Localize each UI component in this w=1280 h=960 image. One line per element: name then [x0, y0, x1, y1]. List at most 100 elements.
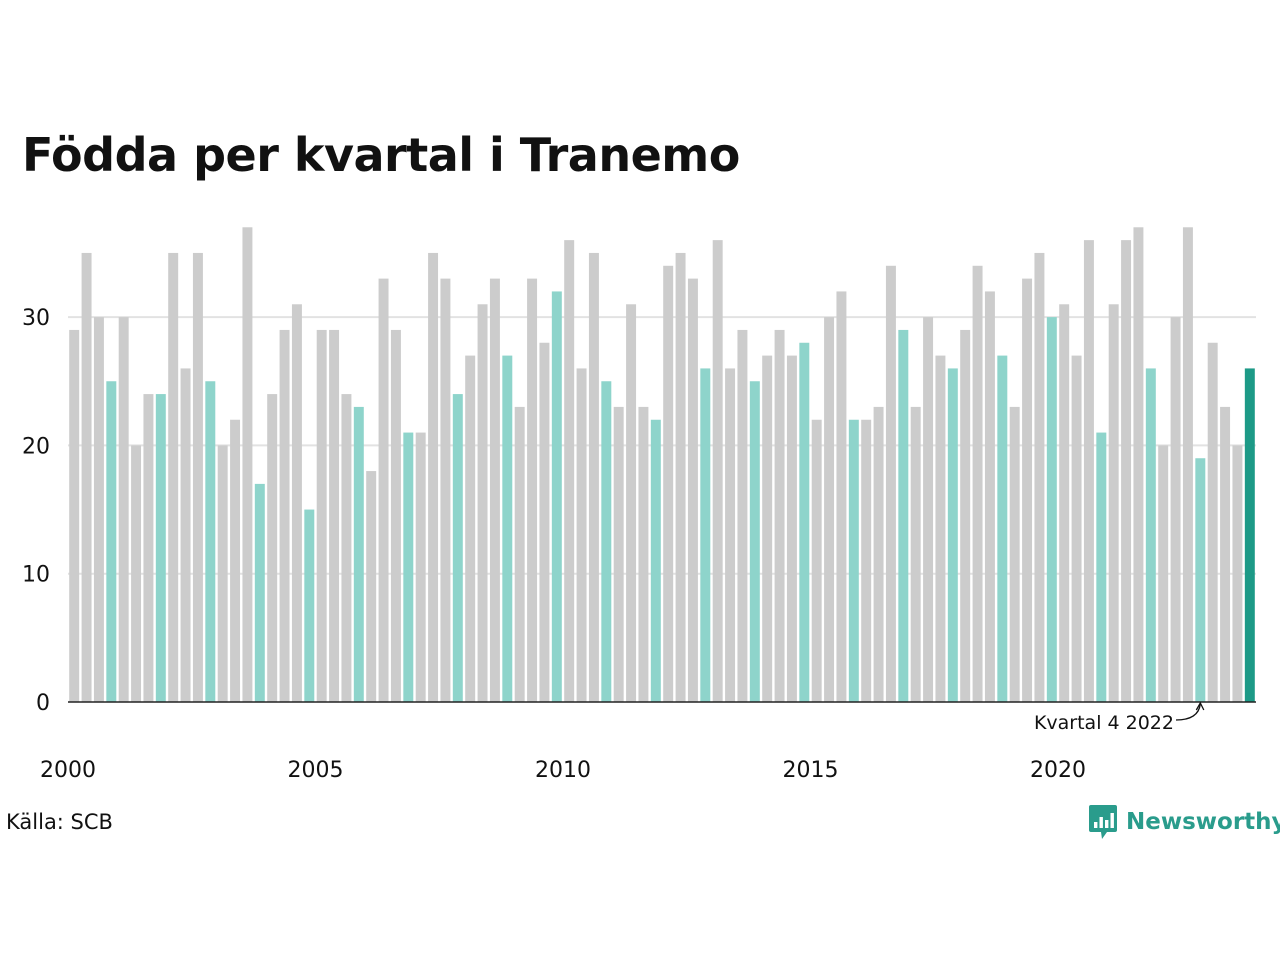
bar: [885, 265, 896, 702]
bar: [1108, 304, 1119, 702]
bar: [539, 342, 550, 702]
bar: [613, 406, 624, 702]
y-tick-label: 0: [36, 691, 50, 716]
bar: [366, 471, 377, 702]
bar: [428, 252, 439, 702]
bar: [1133, 227, 1144, 703]
source-note: Källa: SCB: [6, 810, 113, 834]
bar: [217, 445, 228, 702]
bar: [1071, 355, 1082, 702]
bar: [168, 252, 179, 702]
bar: [489, 278, 500, 702]
bar: [341, 394, 352, 702]
x-tick-label: 2010: [535, 758, 591, 783]
bar: [1009, 406, 1020, 702]
bar: [700, 368, 711, 702]
bars: [69, 227, 1255, 703]
annotation: Kvartal 4 2022: [1034, 701, 1205, 734]
bar: [205, 381, 216, 702]
grid-lines: [68, 316, 1256, 575]
bar: [588, 252, 599, 702]
bar: [1170, 317, 1181, 702]
bar: [527, 278, 538, 702]
bar: [638, 406, 649, 702]
bar: [848, 419, 859, 702]
bar: [514, 406, 525, 702]
bar: [316, 329, 327, 702]
bar: [502, 355, 513, 702]
y-tick-label: 10: [22, 563, 50, 588]
bar: [1207, 342, 1218, 702]
x-tick-label: 2000: [40, 758, 96, 783]
bar: [824, 317, 835, 702]
bar: [836, 291, 847, 702]
bar: [1059, 304, 1070, 702]
bar: [279, 329, 290, 702]
bar: [267, 394, 278, 702]
bar: [774, 329, 785, 702]
bar: [687, 278, 698, 702]
bar: [1034, 252, 1045, 702]
bar: [291, 304, 302, 702]
bar: [81, 252, 92, 702]
bar: [984, 291, 995, 702]
bar: [254, 483, 265, 702]
bar: [1232, 445, 1243, 702]
bar: [861, 419, 872, 702]
x-tick-label: 2020: [1030, 758, 1086, 783]
bar: [155, 394, 166, 702]
bar: [1195, 458, 1206, 702]
annotation-arrowhead: [1195, 701, 1205, 711]
bar: [1083, 240, 1094, 702]
annotation-arrow: [1175, 703, 1201, 721]
newsworthy-logo-icon: [1089, 805, 1117, 839]
brand-logo: Newsworthy: [1088, 803, 1280, 841]
bar: [378, 278, 389, 702]
bar: [1096, 432, 1107, 702]
bar: [131, 445, 142, 702]
bar: [972, 265, 983, 702]
chart-title: Födda per kvartal i Tranemo: [22, 128, 740, 182]
bar: [910, 406, 921, 702]
y-tick-label: 20: [22, 434, 50, 459]
bar: [762, 355, 773, 702]
bar: [477, 304, 488, 702]
bar: [564, 240, 575, 702]
bar: [1158, 445, 1169, 702]
bar: [143, 394, 154, 702]
bar: [873, 406, 884, 702]
bar: [452, 394, 463, 702]
bar: [390, 329, 401, 702]
bar: [737, 329, 748, 702]
x-axis-ticks: 2000 2005 2010 2015 2020: [40, 758, 1086, 783]
bar: [1220, 406, 1231, 702]
y-axis-ticks: 0 10 20 30: [22, 306, 50, 716]
bar: [93, 317, 104, 702]
bar: [403, 432, 414, 702]
bar: [192, 252, 203, 702]
bar: [749, 381, 760, 702]
bar: [576, 368, 587, 702]
bar: [1046, 317, 1057, 702]
bar: [242, 227, 253, 703]
bar: [811, 419, 822, 702]
bar: [440, 278, 451, 702]
bar: [650, 419, 661, 702]
annotation-label: Kvartal 4 2022: [1034, 712, 1174, 734]
bar: [353, 406, 364, 702]
bar: [69, 329, 80, 702]
bar: [601, 381, 612, 702]
bar: [947, 368, 958, 702]
bar: [230, 419, 241, 702]
bar: [1145, 368, 1156, 702]
bar: [935, 355, 946, 702]
bar: [465, 355, 476, 702]
bar: [675, 252, 686, 702]
bar: [118, 317, 129, 702]
bar: [898, 329, 909, 702]
bar: [1244, 368, 1255, 702]
bar: [329, 329, 340, 702]
x-tick-label: 2015: [783, 758, 839, 783]
bar: [106, 381, 117, 702]
